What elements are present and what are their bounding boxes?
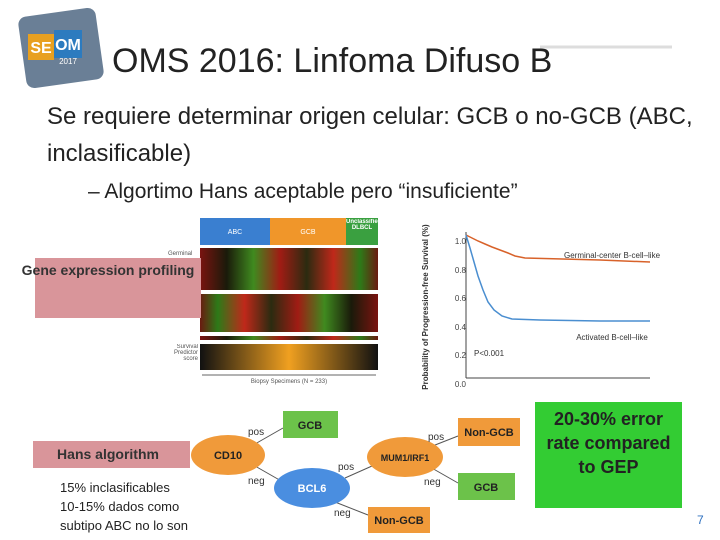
node-ellipse bbox=[367, 437, 443, 477]
gep-figure: ABC GCB Unclassified DLBCL Germinal Surv… bbox=[168, 218, 378, 385]
node-label: Non-GCB bbox=[374, 515, 424, 527]
survival-figure: Probability of Progression-free Survival… bbox=[421, 224, 661, 390]
sub-bullet: – Algortimo Hans aceptable pero “insufic… bbox=[88, 180, 518, 203]
page-number: 7 bbox=[697, 513, 704, 527]
note-box bbox=[55, 476, 201, 536]
node-label: BCL6 bbox=[298, 483, 327, 495]
node-box bbox=[368, 507, 430, 533]
gep-label: Gene expression profiling bbox=[22, 262, 195, 278]
node-box bbox=[458, 473, 515, 500]
survival-y-label: Probability of Progression-free Survival… bbox=[421, 224, 430, 390]
edge-label: neg bbox=[424, 477, 441, 488]
node-ellipse bbox=[274, 468, 350, 508]
node-label: GCB bbox=[298, 420, 323, 432]
note-line: 15% inclasificables bbox=[60, 480, 170, 495]
edge-label: neg bbox=[248, 476, 265, 487]
logo: SE OM 2017 bbox=[18, 7, 104, 89]
node-box bbox=[283, 411, 338, 438]
y-tick-label: 0.8 bbox=[454, 265, 466, 275]
y-tick-label: 0.0 bbox=[454, 379, 466, 389]
node-label: GCB bbox=[474, 482, 499, 494]
bullet: Se requiere determinar origen celular: G… bbox=[47, 103, 693, 167]
y-tick-label: 1.0 bbox=[454, 237, 466, 246]
y-tick-label: 0.2 bbox=[454, 351, 466, 361]
gep-header: Unclassified DLBCL bbox=[346, 219, 378, 231]
curve-label: Germinal-center B-cell–like bbox=[564, 251, 661, 260]
edge-label: pos bbox=[248, 427, 264, 438]
gep-header: ABC bbox=[228, 229, 242, 236]
node-label: CD10 bbox=[214, 450, 242, 462]
logo-text: SE bbox=[30, 40, 52, 57]
gep-header: GCB bbox=[300, 229, 316, 236]
hans-label: Hans algorithm bbox=[57, 446, 159, 462]
gep-x-label: Biopsy Specimens (N = 233) bbox=[251, 379, 327, 385]
note: 15% inclasificables 10-15% dados como su… bbox=[60, 478, 188, 535]
y-ticks: 1.0 0.8 0.6 0.4 0.2 0.0 bbox=[436, 228, 466, 400]
y-tick-label: 0.4 bbox=[454, 322, 466, 332]
node-label: Non-GCB bbox=[464, 427, 514, 439]
curve-label: Activated B-cell–like bbox=[576, 333, 648, 342]
p-value: P<0.001 bbox=[474, 349, 505, 358]
logo-text: OM bbox=[55, 37, 81, 54]
hans-label-box bbox=[33, 441, 190, 468]
node-ellipse bbox=[191, 435, 265, 475]
logo-year: 2017 bbox=[59, 57, 77, 66]
note-line: 10-15% dados como bbox=[60, 499, 180, 514]
edge-label: pos bbox=[428, 432, 444, 443]
node-box bbox=[458, 418, 520, 446]
callout: 20-30% error rate compared to GEP bbox=[546, 409, 671, 477]
gep-label-box bbox=[35, 258, 201, 318]
edge-label: pos bbox=[338, 462, 354, 473]
y-tick-label: 0.6 bbox=[454, 294, 466, 304]
note-line: subtipo ABC no lo son bbox=[60, 518, 188, 533]
edge-label: neg bbox=[334, 508, 351, 519]
gep-row-label: Survival Predictor score bbox=[173, 344, 198, 362]
title: OMS 2016: Linfoma Difuso B bbox=[112, 42, 553, 80]
node-label: MUM1/IRF1 bbox=[381, 453, 430, 463]
gep-row-label: Germinal bbox=[168, 251, 192, 257]
callout-box bbox=[535, 402, 682, 508]
